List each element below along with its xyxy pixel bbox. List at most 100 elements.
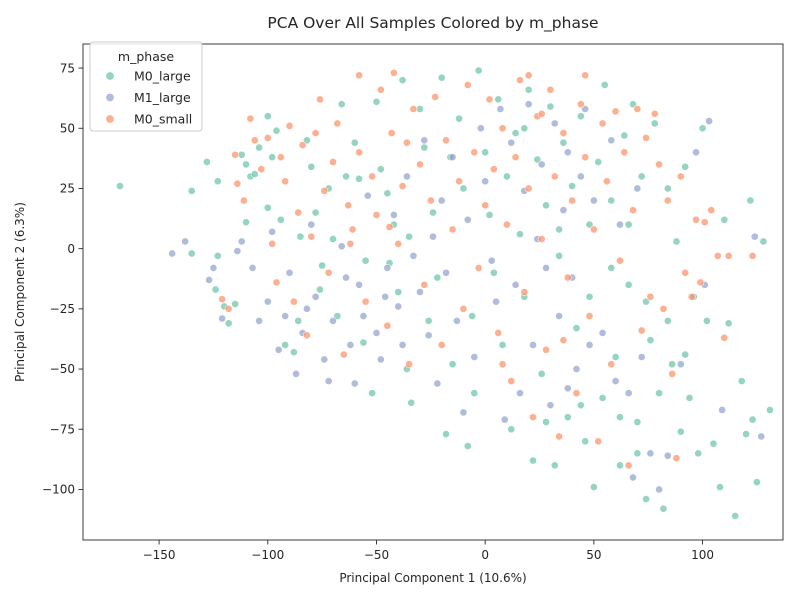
scatter-point-m1-large [376,355,385,364]
scatter-point-m0-large [507,425,516,434]
scatter-point-m0-large [520,124,529,133]
scatter-point-m0-large [555,251,563,260]
scatter-point-m1-large [511,280,520,289]
scatter-point-m0-large [581,437,590,446]
scatter-point-m0-large [355,174,363,183]
scatter-point-m0-small [437,341,446,349]
scatter-point-m1-large [692,148,700,157]
scatter-point-m0-large [585,292,594,301]
scatter-point-m0-large [498,341,507,349]
scatter-point-m0-small [361,297,370,306]
scatter-point-m1-large [542,264,550,272]
scatter-point-m1-large [233,247,242,255]
scatter-point-m1-large [550,119,559,128]
scatter-point-m0-small [233,179,242,188]
scatter-point-m1-large [507,138,516,147]
scatter-point-m1-large [372,329,381,337]
scatter-point-m0-small [611,107,620,116]
scatter-point-m0-small [637,326,646,335]
x-axis-label: Principal Component 1 (10.6%) [339,571,526,585]
scatter-point-m0-large [383,189,392,198]
scatter-point-m0-large [289,348,298,357]
scatter-point-m0-large [481,148,490,157]
scatter-point-m0-small [355,148,363,157]
scatter-point-m0-small [537,235,546,243]
scatter-point-m1-large [218,314,227,323]
scatter-point-m0-small [707,206,716,215]
scatter-point-m1-large [589,196,598,205]
scatter-point-m0-large [685,394,694,402]
scatter-point-m0-small [470,148,479,157]
scatter-point-m1-large [337,242,346,251]
scatter-point-m0-large [303,136,311,145]
scatter-point-m0-small [516,76,524,85]
scatter-point-m0-small [420,280,429,289]
scatter-point-m0-large [211,285,220,294]
scatter-point-m0-large [433,273,442,282]
scatter-point-m1-large [329,316,337,325]
scatter-point-m0-large [281,341,290,349]
scatter-point-m0-small [520,288,529,296]
scatter-point-m0-large [307,162,316,171]
scatter-point-m0-small [276,153,285,162]
scatter-point-m0-large [416,105,424,113]
scatter-point-m0-large [668,360,677,369]
scatter-point-m0-large [724,319,733,328]
scatter-point-m0-small [581,153,590,162]
scatter-point-m0-small [346,239,355,248]
scatter-point-m0-large [633,418,642,426]
legend-box [89,41,203,132]
scatter-point-m0-small [672,454,681,463]
scatter-point-m0-large [420,143,429,152]
scatter-point-m0-small [250,136,259,145]
scatter-point-m0-large [589,483,598,491]
scatter-point-m0-small [676,172,685,181]
legend-marker-m0-small [105,114,115,124]
y-tick-label: 50 [60,121,75,135]
scatter-point-m0-large [748,415,757,424]
scatter-point-m0-large [394,288,403,296]
y-tick-label: 75 [60,61,75,75]
scatter-point-m0-small [616,256,624,265]
scatter-point-m0-large [672,237,681,246]
scatter-point-m0-large [737,377,746,385]
scatter-point-m0-large [611,353,620,361]
scatter-point-m1-large [307,220,316,229]
scatter-point-m1-large [633,184,642,193]
scatter-point-m0-small [344,201,353,210]
scatter-point-m1-large [420,136,429,145]
scatter-point-m0-small [324,268,333,277]
scatter-point-m0-large [546,102,555,111]
scatter-point-m0-small [511,153,520,162]
scatter-point-m0-large [372,97,381,106]
scatter-point-m0-large [337,100,346,109]
scatter-point-m0-small [589,225,598,234]
scatter-point-m0-small [385,223,394,231]
scatter-point-m0-large [620,131,629,140]
scatter-point-m0-large [250,170,259,178]
scatter-point-m0-large [659,504,668,513]
scatter-point-m1-large [346,341,355,349]
scatter-point-m0-small [646,292,655,301]
scatter-point-m0-small [239,196,248,205]
scatter-point-m0-large [231,300,240,308]
scatter-point-m0-small [294,208,303,217]
scatter-point-m0-large [681,162,690,171]
scatter-point-m1-large [416,288,424,296]
scatter-point-m0-small [389,68,398,77]
scatter-point-m0-small [555,432,563,441]
scatter-point-m0-small [524,71,533,80]
y-tick-label: −25 [50,302,75,316]
legend-label-m0-large: M0_large [134,69,191,84]
scatter-point-m1-large [598,329,607,337]
scatter-point-m1-large [492,297,500,306]
scatter-point-m1-large [487,256,496,265]
legend: m_phase M0_large M1_large M0_small [89,41,203,132]
scatter-point-m1-large [585,341,594,349]
scatter-point-m0-small [748,251,757,260]
y-tick-label: 25 [60,182,75,196]
scatter-point-m1-large [281,312,290,320]
scatter-point-m0-large [316,285,324,294]
scatter-point-m0-large [448,360,457,369]
scatter-point-m1-large [453,316,461,325]
